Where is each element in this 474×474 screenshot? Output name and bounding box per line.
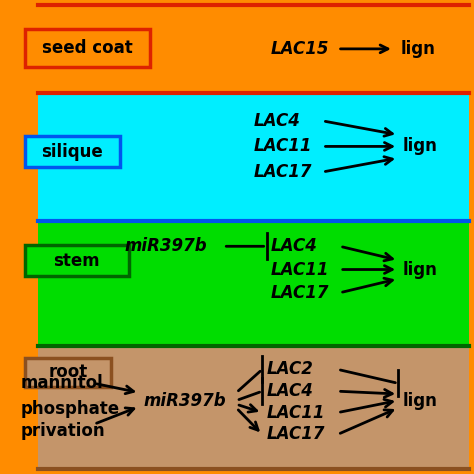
Text: silique: silique [42,143,103,161]
FancyBboxPatch shape [25,136,120,167]
Text: root: root [48,363,88,381]
Bar [38,5,469,93]
Text: LAC11: LAC11 [271,261,329,279]
Text: miR397b: miR397b [124,237,207,255]
Text: LAC4: LAC4 [266,382,313,400]
Text: LAC2: LAC2 [266,360,313,378]
Text: seed coat: seed coat [42,39,133,57]
Text: LAC15: LAC15 [271,40,329,58]
Text: LAC17: LAC17 [266,426,325,443]
Bar [38,221,469,346]
Bar [38,346,469,469]
FancyBboxPatch shape [25,358,111,387]
Text: lign: lign [402,261,438,279]
Text: lign: lign [402,392,438,410]
Text: LAC11: LAC11 [254,137,312,155]
Text: lign: lign [400,40,435,58]
Text: mannitol: mannitol [21,374,103,392]
Text: stem: stem [54,252,100,270]
FancyBboxPatch shape [25,245,128,276]
Text: LAC4: LAC4 [271,237,318,255]
Text: LAC4: LAC4 [254,112,301,130]
Text: LAC17: LAC17 [271,284,329,302]
Text: phosphate: phosphate [21,400,120,418]
Text: LAC17: LAC17 [254,163,312,181]
Text: lign: lign [402,137,438,155]
Bar [38,93,469,221]
Text: LAC11: LAC11 [266,403,325,421]
Text: privation: privation [21,422,105,440]
Text: miR397b: miR397b [144,392,226,410]
FancyBboxPatch shape [25,29,150,67]
